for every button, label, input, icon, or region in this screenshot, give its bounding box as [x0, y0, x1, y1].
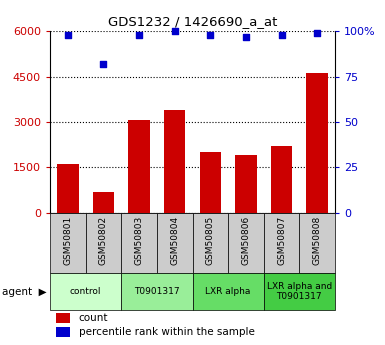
Point	[65, 32, 71, 38]
Bar	[57, 164, 79, 213]
Text: GSM50801: GSM50801	[64, 216, 72, 265]
Bar	[264, 213, 300, 274]
Bar	[93, 191, 114, 213]
Point	[278, 32, 285, 38]
Text: control: control	[70, 287, 101, 296]
Bar	[50, 213, 85, 274]
Text: percentile rank within the sample: percentile rank within the sample	[79, 327, 254, 337]
Bar	[306, 73, 328, 213]
Bar	[121, 274, 192, 310]
Bar	[121, 213, 157, 274]
Bar	[300, 213, 335, 274]
Bar	[157, 213, 192, 274]
Text: GSM50807: GSM50807	[277, 216, 286, 265]
Bar	[192, 213, 228, 274]
Point	[136, 32, 142, 38]
Text: GSM50805: GSM50805	[206, 216, 215, 265]
Point	[100, 61, 107, 67]
Bar	[228, 213, 264, 274]
Bar	[50, 274, 121, 310]
Bar	[264, 274, 335, 310]
Bar	[85, 213, 121, 274]
Text: LXR alpha and
T0901317: LXR alpha and T0901317	[267, 282, 332, 301]
Title: GDS1232 / 1426690_a_at: GDS1232 / 1426690_a_at	[108, 16, 277, 29]
Text: GSM50803: GSM50803	[135, 216, 144, 265]
Text: agent  ▶: agent ▶	[2, 287, 46, 297]
Point	[243, 34, 249, 39]
Text: GSM50806: GSM50806	[241, 216, 250, 265]
Text: T0901317: T0901317	[134, 287, 180, 296]
Text: LXR alpha: LXR alpha	[206, 287, 251, 296]
Bar	[56, 327, 70, 337]
Bar	[235, 155, 257, 213]
Bar	[199, 152, 221, 213]
Bar	[56, 313, 70, 323]
Text: GSM50802: GSM50802	[99, 216, 108, 265]
Text: count: count	[79, 313, 108, 323]
Bar	[271, 146, 292, 213]
Text: GSM50808: GSM50808	[313, 216, 321, 265]
Point	[314, 30, 320, 36]
Bar	[164, 110, 186, 213]
Bar	[128, 120, 150, 213]
Text: GSM50804: GSM50804	[170, 216, 179, 265]
Bar	[192, 274, 264, 310]
Point	[207, 32, 213, 38]
Point	[172, 28, 178, 34]
